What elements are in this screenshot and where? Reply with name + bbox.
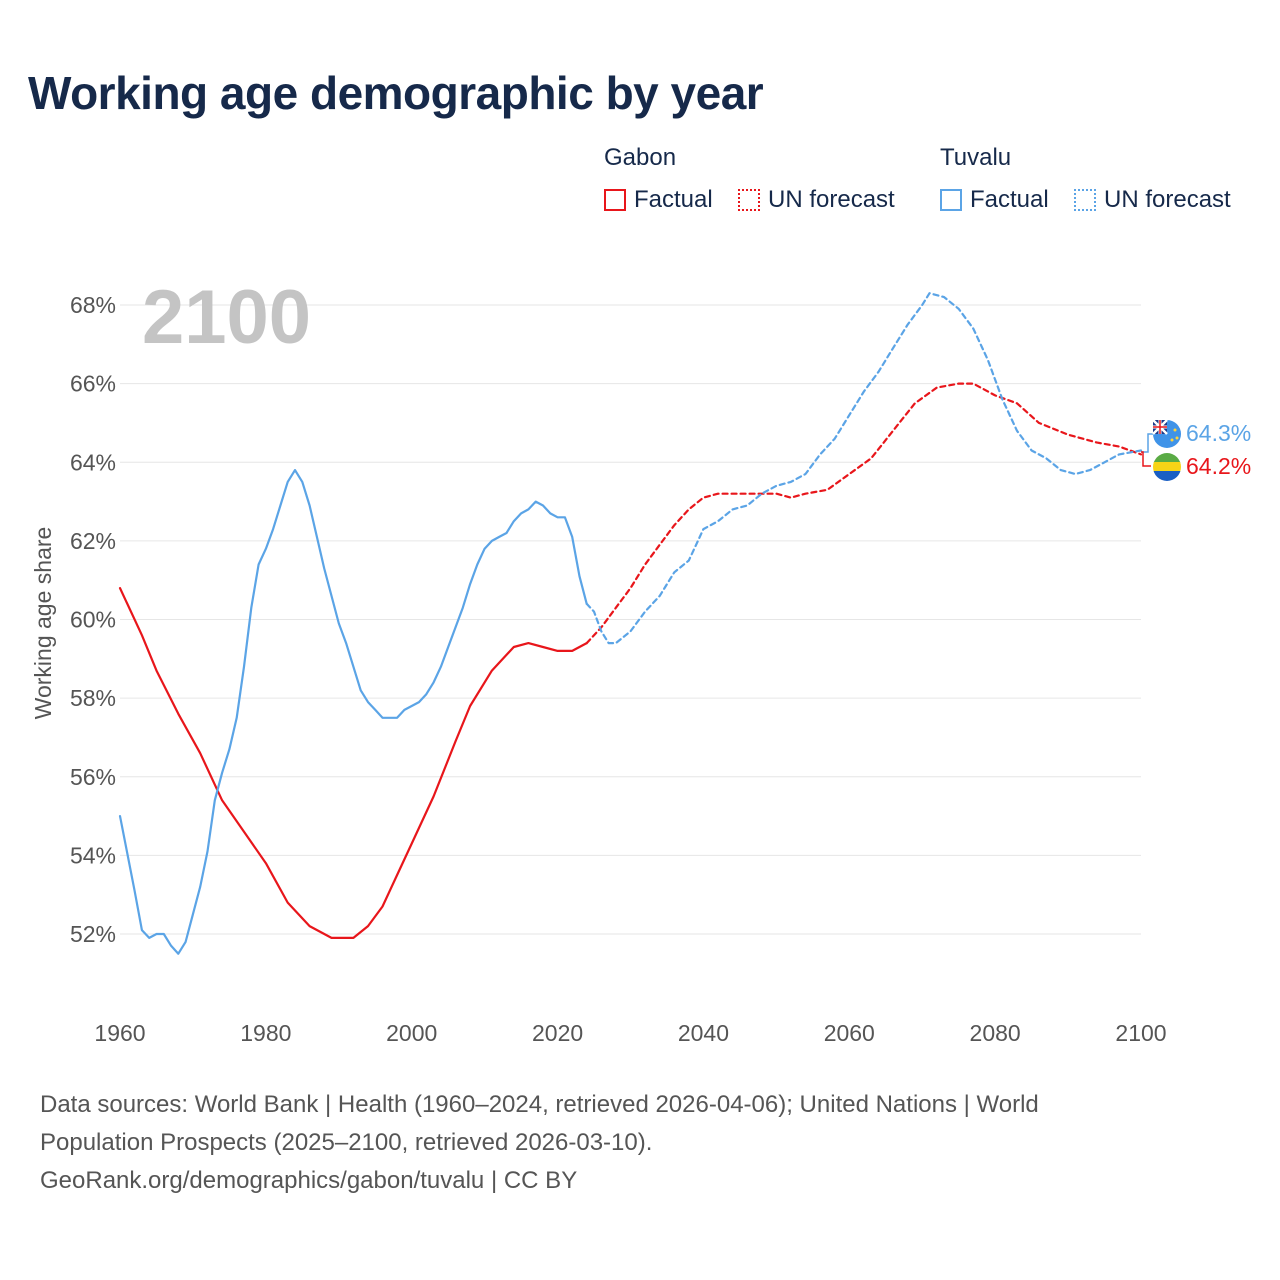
x-tick-label: 2000 (386, 1020, 437, 1046)
y-tick-label: 56% (70, 764, 116, 790)
y-tick-label: 58% (70, 685, 116, 711)
x-tick-label: 2020 (532, 1020, 583, 1046)
x-tick-label: 1960 (94, 1020, 145, 1046)
tuvalu-end-connector (1141, 433, 1156, 453)
x-tick-label: 2080 (970, 1020, 1021, 1046)
line-chart: 2100 52% 54% 56% 58% 60% 62% 64% 66% 68% 1960 198… (30, 275, 1251, 1046)
legend-group-tuvalu-label: Tuvalu (940, 144, 1012, 171)
series-line-tuvalu-forecast[interactable] (585, 292, 1143, 645)
series-line-gabon-forecast[interactable] (585, 382, 1143, 645)
y-tick-label: 62% (70, 528, 116, 554)
footer: Data sources: World Bank | Health (1960–… (40, 1086, 1240, 1200)
legend-group-gabon-label: Gabon (604, 144, 677, 171)
y-tick-label: 60% (70, 607, 116, 633)
y-axis-ticks: 52% 54% 56% 58% 60% 62% 64% 66% 68% (70, 292, 116, 947)
y-tick-label: 68% (70, 292, 116, 318)
x-tick-label: 2100 (1115, 1020, 1166, 1046)
x-tick-label: 1980 (240, 1020, 291, 1046)
legend-tuvalu-factual-label: Factual (970, 186, 1049, 213)
y-tick-label: 64% (70, 449, 116, 475)
legend-swatch-gabon-forecast (738, 189, 760, 211)
y-tick-label: 66% (70, 371, 116, 397)
legend: Gabon Factual UN forecast Tuvalu Factual… (604, 144, 1254, 214)
legend-gabon-factual[interactable]: Factual (604, 186, 713, 214)
legend-swatch-tuvalu-forecast (1074, 189, 1096, 211)
y-axis-label: Working age share (30, 527, 56, 720)
x-tick-label: 2040 (678, 1020, 729, 1046)
footer-credit-link[interactable]: GeoRank.org/demographics/gabon/tuvalu | … (40, 1167, 578, 1194)
legend-gabon-forecast[interactable]: UN forecast (738, 186, 895, 214)
series-line-tuvalu-factual[interactable] (118, 469, 588, 955)
end-markers: 64.3% 64.2% (1141, 419, 1251, 481)
legend-swatch-gabon-factual (604, 189, 626, 211)
grid-lines (120, 304, 1141, 935)
legend-tuvalu-factual[interactable]: Factual (940, 186, 1049, 214)
footer-sources-line-2: Population Prospects (2025–2100, retriev… (40, 1129, 653, 1156)
tuvalu-end-value-label: 64.3% (1186, 420, 1251, 446)
legend-gabon-factual-label: Factual (634, 186, 713, 213)
chart-title: Working age demographic by year (28, 67, 764, 119)
tuvalu-flag-icon (1152, 419, 1181, 448)
legend-swatch-tuvalu-factual (940, 189, 962, 211)
gabon-end-value-label: 64.2% (1186, 453, 1251, 479)
footer-sources-line-1: Data sources: World Bank | Health (1960–… (40, 1091, 1039, 1118)
y-tick-label: 52% (70, 921, 116, 947)
x-axis-ticks: 1960 1980 2000 2020 2040 2060 2080 2100 (94, 1020, 1166, 1046)
x-tick-label: 2060 (824, 1020, 875, 1046)
series-line-gabon-factual[interactable] (118, 587, 588, 939)
legend-tuvalu-forecast-label: UN forecast (1104, 186, 1231, 213)
legend-tuvalu-forecast[interactable]: UN forecast (1074, 186, 1231, 214)
legend-gabon-forecast-label: UN forecast (768, 186, 895, 213)
year-watermark: 2100 (142, 275, 311, 360)
gabon-flag-icon (1153, 453, 1181, 481)
y-tick-label: 54% (70, 842, 116, 868)
series-lines (118, 292, 1143, 955)
gabon-end-connector (1141, 451, 1151, 467)
